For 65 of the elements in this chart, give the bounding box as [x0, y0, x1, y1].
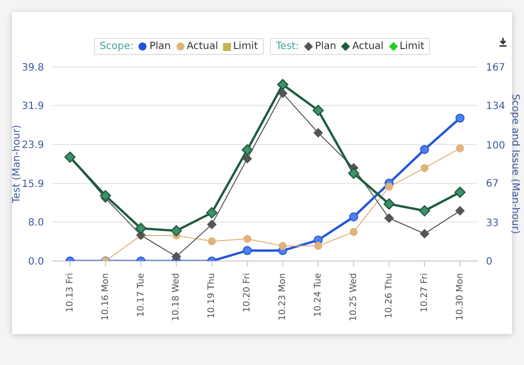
point [454, 186, 466, 198]
y-axis-title: Test (Man-hour) [12, 124, 23, 204]
x-tick-label: 10.23 Mon [278, 273, 288, 321]
x-tick-label: 10.25 Wed [349, 273, 360, 322]
x-tick-label: 10.27 Fri [420, 273, 430, 312]
point [208, 237, 216, 246]
text: Scope: [100, 41, 134, 52]
y-tick-label: 23.9 [22, 140, 44, 152]
point [312, 104, 324, 116]
point [242, 144, 253, 156]
point [278, 88, 288, 98]
point [100, 190, 112, 202]
point [350, 228, 358, 236]
point [420, 229, 430, 238]
y2-tick-label: 0 [486, 256, 492, 268]
x-tick-label: 10.13 Fri [65, 273, 76, 312]
point [385, 182, 394, 191]
y2-tick-label: 167 [486, 62, 506, 74]
legend-label: Plan [314, 41, 336, 52]
point [418, 205, 430, 216]
y2-tick-label: 33 [486, 218, 499, 230]
legend-label: Actual [351, 41, 384, 52]
point [243, 234, 252, 243]
point [278, 242, 287, 250]
legend-label: Limit [232, 41, 258, 52]
point [420, 164, 429, 172]
legend-label: Limit [398, 41, 424, 52]
point [456, 144, 464, 152]
point [349, 212, 358, 222]
y2-axis-title: Scope and Issue (Man-hour) [509, 94, 520, 234]
x-tick-label: 10.18 Wed [172, 273, 182, 322]
point [348, 168, 360, 179]
x-tick-label: 10.26 Thu [384, 273, 394, 319]
point [456, 114, 464, 123]
y-tick-label: 31.9 [22, 101, 44, 112]
point [383, 198, 395, 210]
point [207, 220, 216, 230]
point [242, 246, 252, 256]
y-tick-label: 39.8 [22, 62, 44, 74]
point [206, 207, 218, 218]
y-tick-label: 8.0 [28, 218, 44, 229]
point [135, 222, 147, 234]
y2-tick-label: 100 [486, 140, 506, 152]
x-tick-label: 10.16 Mon [100, 273, 111, 321]
y-tick-label: 0.0 [28, 256, 44, 268]
y2-tick-label: 134 [486, 100, 506, 112]
x-tick-label: 10.20 Fri [242, 273, 253, 312]
point [242, 154, 252, 164]
y2-tick-label: 67 [486, 178, 499, 190]
point [172, 252, 181, 261]
point [170, 225, 182, 236]
point [277, 78, 288, 90]
x-tick-label: 10.24 Tue [314, 272, 324, 317]
x-tick-label: 10.30 Mon [455, 273, 466, 321]
point [420, 144, 430, 154]
point [384, 214, 394, 223]
legend-label: Actual [186, 41, 218, 52]
point [314, 242, 322, 250]
text: Test: [276, 41, 299, 52]
x-tick-label: 10.19 Thu [207, 273, 218, 319]
y-tick-label: 15.9 [22, 179, 44, 190]
point [455, 206, 465, 216]
point [314, 128, 323, 138]
x-tick-label: 10.17 Tue [136, 272, 146, 317]
legend-label: Plan [148, 41, 171, 52]
